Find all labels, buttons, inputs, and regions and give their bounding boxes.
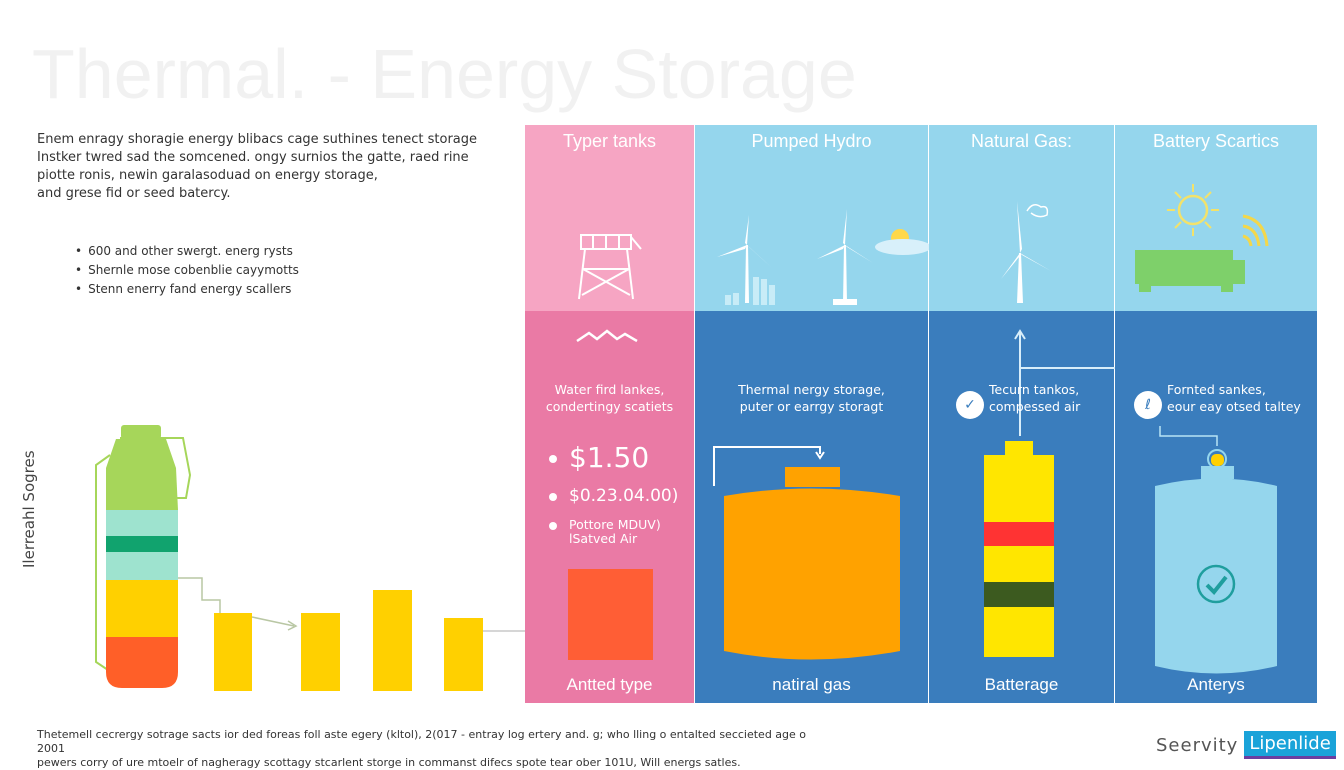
bullet-item: Shernle mose cobenblie cayymotts	[75, 261, 299, 280]
brand-name: Seervity	[1156, 734, 1239, 756]
orange-tank	[713, 446, 900, 660]
intro-line: Instker twred sad the somcened. ongy sur…	[37, 150, 469, 165]
intro-paragraph: Enem enragy shoragie energy blibacs cage…	[37, 131, 487, 203]
desc-line: Thermal nergy storage,	[738, 382, 885, 397]
desc-line: Tecurn tankos,	[989, 382, 1080, 397]
cylinder-tank	[1155, 426, 1277, 674]
panel-body: Water fird lankes, condertingy scatiets …	[525, 311, 694, 703]
thermometer-icon: ℓ	[1134, 391, 1162, 419]
wave-icon	[576, 329, 638, 343]
brand-logo: Seervity Lipenlide	[1156, 731, 1336, 759]
panel-footer-label: Antted type	[566, 675, 653, 694]
desc-line: puter or earrgy storagt	[739, 399, 884, 414]
brand-badge: Lipenlide	[1244, 731, 1336, 759]
intro-line: and grese fid or seed batercy.	[37, 186, 231, 201]
desc-line: eour eay otsed taltey	[1167, 399, 1301, 414]
panel-pumped-hydro: Pumped Hydro Thermal nergy storage, pute…	[695, 125, 931, 703]
desc-line: Fornted sankes,	[1167, 382, 1266, 397]
panel-header: Typer tanks	[525, 125, 694, 311]
sun-truck-icon	[1135, 184, 1269, 292]
panel-title: Natural Gas:	[970, 131, 1073, 151]
panel-title: Typer tanks	[562, 131, 657, 151]
price-list: $1.50 $0.23.04.00) Pottore MDUV) lSatved…	[549, 441, 679, 558]
panel-footer-label: natiral gas	[772, 675, 851, 694]
desc-line: compessed air	[989, 399, 1081, 414]
panel-header: Natural Gas:	[929, 125, 1114, 311]
panel-header: Pumped Hydro	[695, 125, 931, 311]
desc-line: Water fird lankes,	[554, 382, 665, 397]
desc-line: condertingy scatiets	[545, 399, 674, 414]
storage-bottle-graphic	[95, 425, 552, 691]
panel-body: ℓ Fornted sankes, eour eay otsed taltey …	[1115, 311, 1317, 703]
panel-description: Tecurn tankos, compessed air	[969, 381, 1114, 415]
bullet-list: 600 and other swergt. energ rysts Shernl…	[75, 242, 299, 299]
panel-title: Pumped Hydro	[751, 131, 872, 151]
panel-footer-label: Anterys	[1187, 675, 1245, 694]
page-title: Thermal. - Energy Storage	[32, 35, 857, 113]
panel-body: ✓ Tecurn tankos, compessed air Batterage	[929, 311, 1223, 703]
panel-natural-gas: Natural Gas: ✓ Tecurn tankos, compess	[929, 125, 1223, 703]
red-storage-square	[568, 569, 653, 660]
footer-line: Thetemell cecrergy sotrage sacts ior ded…	[37, 728, 807, 755]
gauge-icon: ✓	[956, 391, 984, 419]
footer-line: pewers corry of ure mtoelr of nagheragy …	[37, 756, 741, 769]
panel-title: Battery Scartics	[1152, 131, 1280, 151]
bullet-item: Stenn enerry fand energy scallers	[75, 280, 299, 299]
price-note: Pottore MDUV) lSatved Air	[549, 518, 679, 546]
wind-turbine-icon	[1001, 201, 1051, 303]
bullet-item: 600 and other swergt. energ rysts	[75, 242, 299, 261]
battery-cylinder	[984, 441, 1054, 657]
footer-text: Thetemell cecrergy sotrage sacts ior ded…	[37, 728, 837, 770]
intro-line: Enem enragy shoragie energy blibacs cage…	[37, 132, 478, 147]
panel-description: Water fird lankes, condertingy scatiets	[525, 381, 694, 415]
panel-description: Fornted sankes, eour eay otsed taltey	[1155, 381, 1317, 415]
wind-turbine-icon	[717, 209, 931, 305]
panel-typer-tanks: Typer tanks Water fird lankes, condertin…	[525, 125, 694, 703]
intro-line: piotte ronis, newin garalasoduad on ener…	[37, 168, 378, 183]
price-primary: $1.50	[549, 441, 679, 474]
panel-battery: Battery Scartics ℓ Fornted sankes, eour …	[1115, 125, 1317, 703]
panel-body: Thermal nergy storage, puter or earrgy s…	[695, 311, 928, 703]
panel-header: Battery Scartics	[1115, 125, 1317, 311]
price-range: $0.23.04.00)	[549, 486, 679, 506]
tower-icon	[578, 234, 642, 300]
panel-footer-label: Batterage	[984, 675, 1059, 694]
panel-description: Thermal nergy storage, puter or earrgy s…	[695, 381, 928, 415]
